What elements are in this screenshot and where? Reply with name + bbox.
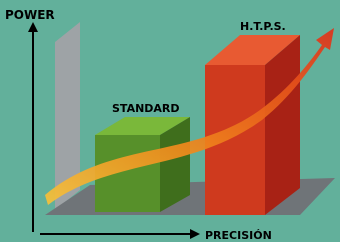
illustration: POWER PRECISIÓN STANDARD H.T.P.S.: [0, 0, 340, 242]
htps-side: [265, 35, 300, 215]
box-label: STANDARD: [112, 102, 180, 115]
box-label: H.T.P.S.: [240, 20, 286, 33]
axis-label: PRECISIÓN: [205, 229, 272, 242]
axis-label: POWER: [5, 8, 55, 22]
